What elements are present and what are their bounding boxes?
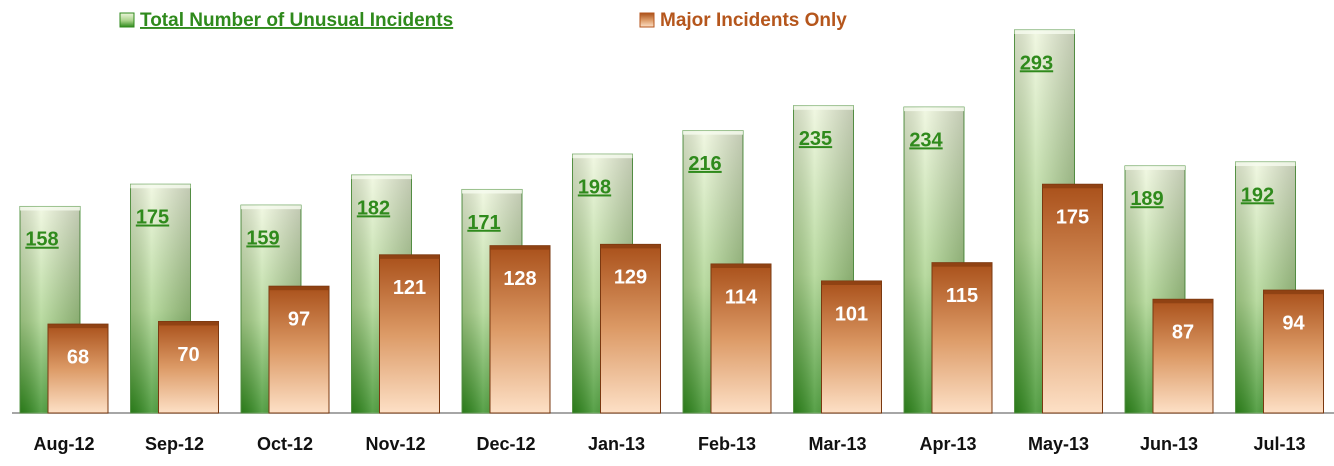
value-label: 129 [614,267,647,289]
major-bar [710,263,772,414]
value-label: 70 [177,344,199,366]
bar-cap [711,263,771,268]
value-label: 216 [688,153,721,175]
value-label: 175 [1056,207,1089,229]
bar-cap [1042,184,1103,189]
value-label: 293 [1020,52,1053,74]
value-label: 235 [799,128,832,150]
major-bar [821,280,882,414]
value-label: 101 [835,303,868,325]
bar-cap [904,107,964,112]
x-tick-label: Jun-13 [1140,434,1198,454]
bar-cap [793,105,854,110]
x-tick-label: Feb-13 [698,434,756,454]
major-bar [158,320,219,414]
major-bar [47,323,109,414]
value-label: 159 [246,227,279,249]
bar-cap [351,175,412,180]
bar-cap [1153,299,1213,304]
bar-cap [600,244,661,249]
major-bar [1152,298,1214,414]
bar-cap [490,245,550,250]
value-label: 87 [1172,322,1194,344]
x-tick-label: Aug-12 [33,434,94,454]
x-tick-label: Mar-13 [808,434,866,454]
value-label: 128 [503,268,536,290]
value-label: 234 [909,129,943,151]
legend-label: Total Number of Unusual Incidents [140,10,453,31]
bar-cap [1014,30,1075,34]
major-bar [1042,183,1103,414]
bar-cap [48,324,108,329]
bar-cap [269,286,329,291]
legend-swatch [119,12,135,28]
x-tick-label: Jul-13 [1253,434,1305,454]
major-bar [379,254,440,414]
value-label: 175 [136,207,169,229]
legend-label: Major Incidents Only [660,10,847,31]
value-label: 182 [357,197,390,219]
bar-cap [572,154,633,159]
bar-cap [821,280,882,285]
value-label: 198 [578,176,611,198]
value-label: 114 [725,286,758,308]
x-tick-label: Jan-13 [588,434,645,454]
bar-cap [1235,162,1296,167]
bar-cap [1263,290,1324,295]
value-label: 171 [467,212,500,234]
major-bar [600,243,661,414]
bar-cap [932,262,992,267]
x-tick-label: Nov-12 [365,434,425,454]
major-bar [268,285,330,414]
x-tick-label: May-13 [1028,434,1089,454]
x-tick-label: Sep-12 [145,434,204,454]
value-label: 97 [288,308,310,330]
bar-cap [462,189,522,194]
bar-cap [1125,165,1185,170]
bar-cap [130,184,191,189]
bar-cap [158,321,219,326]
value-label: 121 [393,277,426,299]
major-bar [1263,289,1324,414]
x-tick-label: Dec-12 [476,434,535,454]
bar-cap [683,130,743,135]
value-label: 115 [946,285,978,307]
x-tick-label: Apr-13 [919,434,976,454]
value-label: 189 [1130,188,1163,210]
x-tick-label: Oct-12 [257,434,313,454]
bar-cap [379,254,440,259]
legend-swatch [639,12,655,28]
major-bar [931,262,993,414]
value-label: 68 [67,346,89,368]
value-label: 192 [1241,184,1274,206]
major-bar [489,245,551,414]
value-label: 94 [1282,312,1305,334]
value-label: 158 [25,229,58,251]
bar-cap [241,205,301,210]
bar-cap [20,206,80,211]
